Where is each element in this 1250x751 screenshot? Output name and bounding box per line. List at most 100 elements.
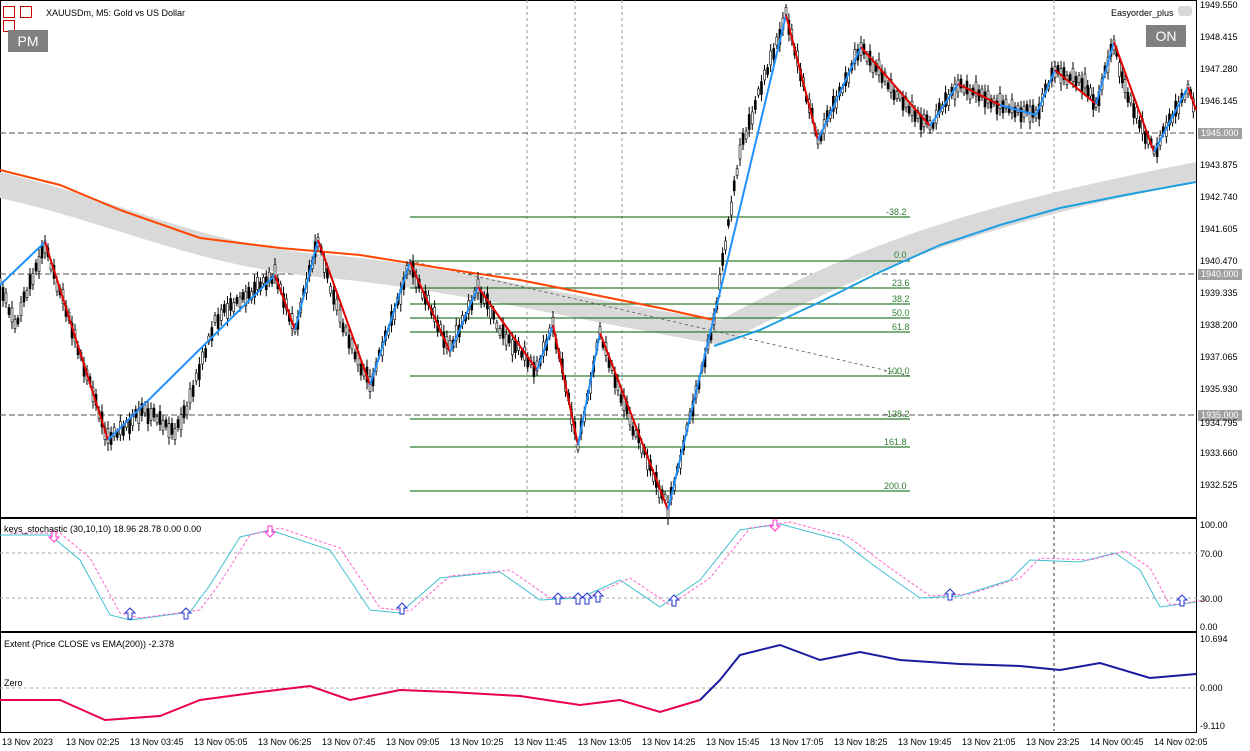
zigzag-segment: [449, 286, 479, 353]
expert-hat-icon: [1178, 6, 1192, 16]
on-button[interactable]: ON: [1146, 25, 1186, 47]
candle-body: [983, 91, 987, 108]
candle-body: [223, 304, 226, 313]
time-label: 13 Nov 11:45: [514, 737, 567, 747]
time-label: 13 Nov 17:05: [770, 737, 824, 747]
time-label: 13 Nov 03:45: [130, 737, 184, 747]
candle-body: [176, 419, 180, 428]
fib-label: 0.0: [894, 250, 907, 260]
extent-panel[interactable]: [0, 632, 1197, 733]
zigzag-segment: [957, 83, 1001, 106]
fib-label: 50.0: [892, 308, 910, 318]
zigzag-segment: [599, 332, 669, 511]
pm-button[interactable]: PM: [8, 30, 48, 52]
candle-body: [974, 81, 978, 97]
zigzag-segment: [1054, 69, 1097, 105]
candle-body: [631, 425, 635, 436]
candle-body: [128, 419, 131, 434]
candle-body: [913, 110, 917, 122]
candle-body: [1074, 76, 1078, 87]
candle-body: [1062, 67, 1066, 80]
fib-label: 38.2: [892, 294, 910, 304]
candle-body: [769, 50, 772, 66]
candle-body: [259, 281, 262, 292]
time-label: 14 Nov 02:05: [1154, 737, 1208, 747]
main-chart-panel[interactable]: [0, 0, 1197, 518]
candle-body: [341, 322, 345, 333]
candle-body: [495, 322, 499, 330]
candle-body: [140, 403, 144, 416]
candle-body: [40, 245, 44, 259]
candle-body: [149, 408, 153, 421]
candle-body: [886, 82, 890, 89]
candle-body: [1144, 131, 1147, 144]
candle-body: [216, 314, 220, 329]
ma-band: [0, 162, 1196, 345]
zigzag-segment: [999, 104, 1037, 116]
candle-body: [1135, 107, 1138, 119]
price-tag-1940: 1940.000: [1198, 269, 1242, 280]
candle-body: [1013, 106, 1017, 118]
candle-body: [1031, 104, 1035, 118]
zigzag-segment: [785, 14, 819, 141]
candle-body: [182, 405, 186, 419]
extent-zero-label: Zero: [4, 678, 23, 688]
candle-body: [730, 201, 733, 216]
fib-trend-line: [409, 260, 911, 377]
candle-body: [7, 307, 11, 315]
price-tag-1935: 1935.000: [1198, 410, 1242, 421]
candle-body: [757, 88, 760, 96]
fib-label: -38.2: [886, 207, 907, 217]
stoch-axis-label: 70.00: [1200, 549, 1223, 559]
candle-body: [226, 303, 229, 319]
candle-body: [253, 281, 256, 298]
candle-body: [232, 302, 236, 312]
zigzag-segment: [477, 286, 538, 371]
price-tag-1945: 1945.000: [1198, 128, 1242, 139]
chart-toolbar-icons[interactable]: [3, 6, 43, 32]
candle-body: [507, 334, 511, 344]
candle-body: [959, 78, 963, 89]
candle-body: [344, 326, 348, 334]
candle-body: [501, 324, 505, 339]
candle-body: [122, 425, 125, 436]
candle-body: [256, 277, 259, 290]
stoch-buy-arrow: [667, 594, 681, 607]
stoch-axis-label: 0.00: [1200, 622, 1218, 632]
candle-body: [338, 309, 342, 323]
candle-body: [262, 277, 265, 284]
stoch-main-line: [0, 523, 1197, 621]
candle-body: [28, 274, 32, 290]
zigzag-segment: [317, 239, 371, 386]
candle-body: [229, 298, 232, 311]
time-label: 13 Nov 23:25: [1026, 737, 1080, 747]
extent-title: Extent (Price CLOSE vs EMA(200)) -2.378: [4, 639, 175, 649]
candle-body: [10, 307, 14, 323]
zigzag-segment: [667, 14, 787, 511]
time-label: 13 Nov 02:25: [66, 737, 120, 747]
time-label: 13 Nov 18:25: [834, 737, 888, 747]
candle-body: [4, 292, 8, 304]
candle-body: [901, 96, 905, 111]
candle-body: [995, 100, 999, 115]
candle-body: [13, 319, 17, 329]
candle-body: [34, 262, 38, 272]
candle-body: [727, 219, 730, 226]
candle-body: [329, 285, 332, 294]
stochastic-panel[interactable]: [0, 518, 1197, 632]
candle-body: [986, 90, 990, 104]
candle-body: [744, 130, 748, 140]
candle-body: [1089, 87, 1092, 97]
time-label: 13 Nov 10:25: [450, 737, 504, 747]
candle-body: [772, 48, 776, 60]
time-label: 13 Nov 09:05: [386, 737, 440, 747]
candle-body: [235, 297, 239, 304]
candle-body: [907, 106, 911, 114]
candle-body: [164, 419, 168, 428]
time-label: 13 Nov 15:45: [706, 737, 760, 747]
fib-label: 200.0: [884, 481, 907, 491]
candle-body: [775, 36, 779, 46]
candle-body: [1068, 74, 1072, 81]
candle-body: [201, 351, 204, 365]
candle-body: [143, 404, 147, 414]
